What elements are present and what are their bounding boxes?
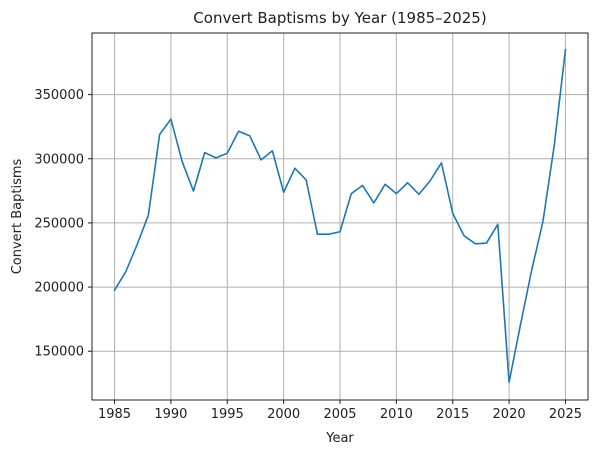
y-tick-label: 350000: [34, 88, 84, 103]
x-tick-label: 1995: [211, 407, 244, 422]
x-axis-label: Year: [325, 431, 354, 446]
x-axis-ticks: 1985 1990 1995 2000 2005 2010 2015 2020 2025: [98, 400, 582, 422]
y-axis-label: Convert Baptisms: [10, 158, 25, 274]
x-tick-label: 2015: [436, 407, 469, 422]
x-tick-label: 2010: [380, 407, 413, 422]
chart-title: Convert Baptisms by Year (1985–2025): [193, 9, 486, 27]
y-tick-label: 300000: [34, 152, 84, 167]
x-tick-label: 2025: [549, 407, 582, 422]
x-tick-label: 1990: [154, 407, 187, 422]
y-tick-label: 250000: [34, 216, 84, 231]
series-line: [113, 48, 567, 383]
y-tick-label: 150000: [34, 345, 84, 360]
series-layer: [113, 48, 567, 383]
x-tick-label: 2000: [267, 407, 300, 422]
y-axis-ticks: 150000 200000 250000 300000 350000: [34, 88, 92, 360]
x-tick-label: 2020: [493, 407, 526, 422]
y-tick-label: 200000: [34, 281, 84, 296]
grid-lines: [92, 33, 588, 400]
x-tick-label: 2005: [323, 407, 356, 422]
x-tick-label: 1985: [98, 407, 131, 422]
